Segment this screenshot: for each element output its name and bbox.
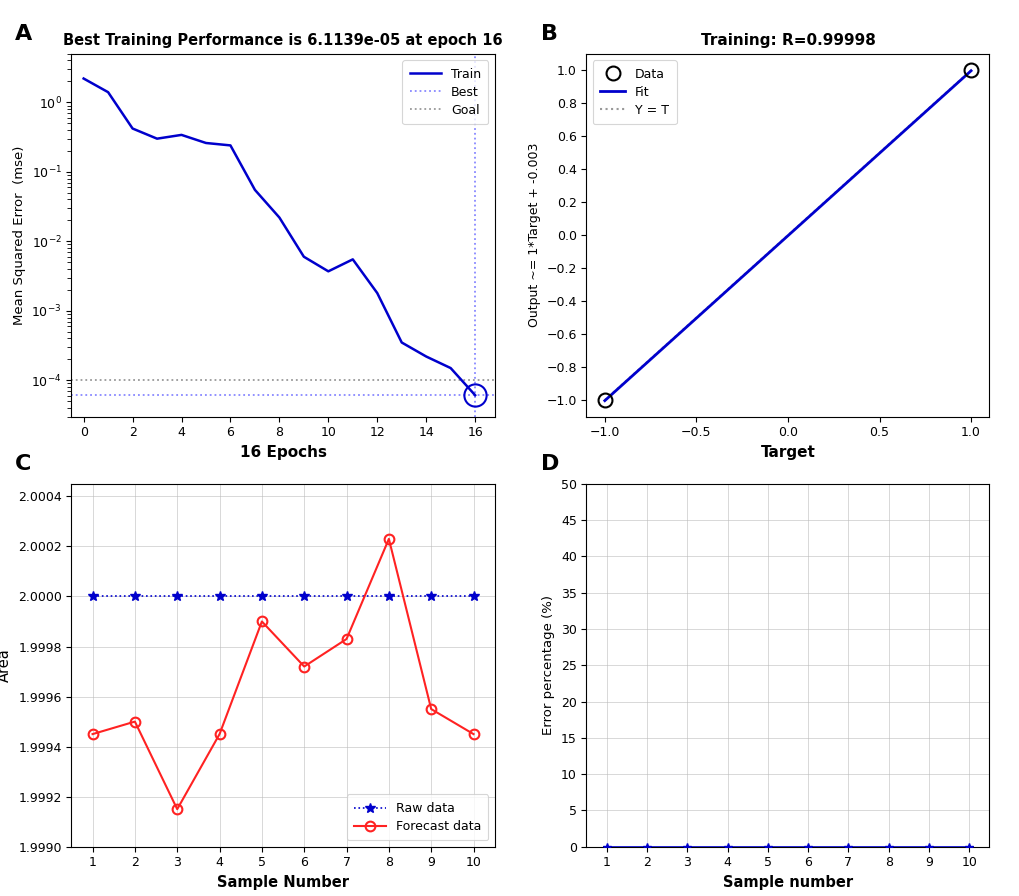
- Train: [273, 212, 285, 223]
- Raw data: [87, 591, 99, 602]
- Train: [126, 123, 139, 134]
- Forecast data: [298, 661, 310, 672]
- Train: [322, 266, 334, 277]
- Train: [469, 390, 481, 401]
- Text: B: B: [540, 24, 557, 44]
- Train: [224, 140, 236, 151]
- X-axis label: Target: Target: [760, 445, 814, 460]
- Text: D: D: [540, 454, 558, 474]
- Raw data: [382, 591, 394, 602]
- Raw data: [213, 591, 225, 602]
- Train: [249, 185, 261, 195]
- Train: [420, 351, 432, 362]
- Train: [346, 254, 359, 264]
- Forecast data: [382, 533, 394, 544]
- Raw data: [425, 591, 437, 602]
- Title: Training: R=0.99998: Training: R=0.99998: [700, 33, 874, 48]
- Raw data: [256, 591, 268, 602]
- Train: [371, 288, 383, 298]
- Y-axis label: Error percentage (%): Error percentage (%): [542, 595, 554, 736]
- Raw data: [171, 591, 183, 602]
- Forecast data: [425, 703, 437, 714]
- Train: [395, 337, 408, 348]
- Line: Train: Train: [84, 79, 475, 395]
- Goal: [102, 375, 114, 385]
- X-axis label: Sample number: Sample number: [722, 875, 852, 890]
- Forecast data: [87, 728, 99, 739]
- X-axis label: Sample Number: Sample Number: [217, 875, 348, 890]
- Title: Best Training Performance is 6.1139e-05 at epoch 16: Best Training Performance is 6.1139e-05 …: [63, 33, 502, 48]
- Train: [444, 363, 457, 374]
- Text: C: C: [15, 454, 32, 474]
- Train: [102, 87, 114, 98]
- Legend: Raw data, Forecast data: Raw data, Forecast data: [346, 795, 488, 840]
- Forecast data: [340, 633, 353, 644]
- Y-axis label: Mean Squared Error  (mse): Mean Squared Error (mse): [13, 145, 25, 325]
- X-axis label: 16 Epochs: 16 Epochs: [239, 445, 326, 460]
- Legend: Train, Best, Goal: Train, Best, Goal: [401, 60, 488, 124]
- Y-axis label: Output ~= 1*Target + -0.003: Output ~= 1*Target + -0.003: [527, 143, 540, 327]
- Raw data: [128, 591, 141, 602]
- Legend: Data, Fit, Y = T: Data, Fit, Y = T: [592, 60, 676, 124]
- Best: [77, 390, 90, 401]
- Train: [151, 134, 163, 144]
- Raw data: [298, 591, 310, 602]
- Forecast data: [128, 716, 141, 727]
- Goal: [77, 375, 90, 385]
- Raw data: [340, 591, 353, 602]
- Line: Raw data: Raw data: [88, 591, 478, 601]
- Y-axis label: Area: Area: [0, 649, 12, 682]
- Train: [175, 130, 187, 141]
- Forecast data: [213, 728, 225, 739]
- Best: [102, 390, 114, 401]
- Forecast data: [467, 728, 479, 739]
- Train: [298, 252, 310, 263]
- Forecast data: [171, 804, 183, 814]
- Line: Forecast data: Forecast data: [88, 534, 478, 814]
- Forecast data: [256, 616, 268, 627]
- Raw data: [467, 591, 479, 602]
- Train: [200, 138, 212, 149]
- Train: [77, 73, 90, 84]
- Text: A: A: [15, 24, 33, 44]
